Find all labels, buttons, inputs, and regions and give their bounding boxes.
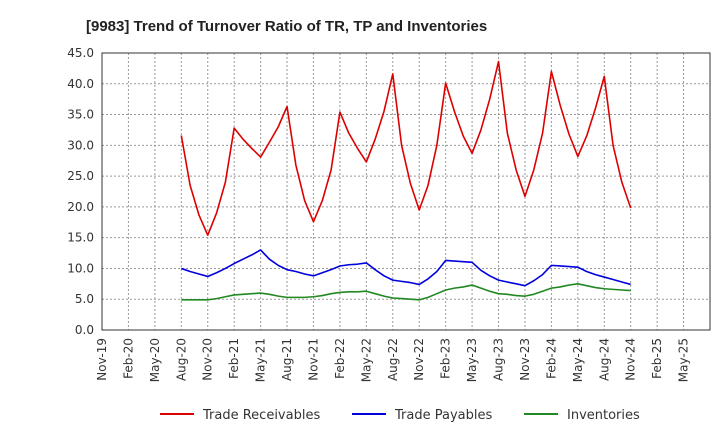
y-tick-label: 25.0 xyxy=(67,169,94,183)
x-tick-label: Nov-22 xyxy=(412,338,426,381)
x-tick-label: Aug-24 xyxy=(597,338,611,381)
legend-label-2: Inventories xyxy=(567,408,640,423)
x-axis: Nov-19 Feb-20 May-20 Aug-20 Nov-20 Feb-21 May-… xyxy=(95,338,691,382)
x-tick-label: Aug-23 xyxy=(492,338,506,381)
x-tick-label: Aug-21 xyxy=(280,338,294,381)
series-line-0 xyxy=(180,60,632,236)
chart-title: [9983] Trend of Turnover Ratio of TR, TP… xyxy=(86,18,487,35)
legend-label-1: Trade Payables xyxy=(394,408,492,423)
x-tick-label: Nov-24 xyxy=(624,338,638,381)
x-tick-label: May-21 xyxy=(254,338,268,382)
x-tick-label: May-24 xyxy=(571,338,585,382)
x-tick-label: Feb-20 xyxy=(121,338,135,379)
y-tick-label: 30.0 xyxy=(67,138,94,152)
legend-label-0: Trade Receivables xyxy=(202,408,320,423)
series-lines xyxy=(180,60,632,301)
x-tick-label: May-25 xyxy=(677,338,691,382)
y-tick-label: 45.0 xyxy=(67,46,94,60)
x-tick-label: Aug-20 xyxy=(174,338,188,381)
y-tick-label: 20.0 xyxy=(67,200,94,214)
y-tick-label: 40.0 xyxy=(67,77,94,91)
y-axis: 0.0 5.0 10.0 15.0 20.0 25.0 30.0 35.0 40.0 45.0 xyxy=(67,46,94,337)
x-tick-label: Aug-22 xyxy=(386,338,400,381)
legend: Trade Receivables Trade Payables Inventori… xyxy=(160,408,640,423)
x-tick-label: Nov-23 xyxy=(518,338,532,381)
x-tick-label: Feb-23 xyxy=(439,338,453,379)
y-tick-label: 10.0 xyxy=(67,261,94,275)
x-tick-label: May-22 xyxy=(359,338,373,382)
x-tick-label: Nov-20 xyxy=(201,338,215,381)
grid xyxy=(101,52,710,331)
series-line-2 xyxy=(181,283,631,301)
y-tick-label: 35.0 xyxy=(67,108,94,122)
x-tick-label: May-23 xyxy=(465,338,479,382)
y-tick-label: 0.0 xyxy=(75,323,94,337)
x-tick-label: May-20 xyxy=(148,338,162,382)
plot-frame xyxy=(101,52,711,331)
x-tick-label: Feb-24 xyxy=(544,338,558,379)
y-tick-label: 15.0 xyxy=(67,231,94,245)
x-tick-label: Feb-22 xyxy=(333,338,347,379)
x-tick-label: Feb-21 xyxy=(227,338,241,379)
x-tick-label: Nov-19 xyxy=(95,338,109,381)
y-tick-label: 5.0 xyxy=(75,292,94,306)
series-line-1 xyxy=(181,249,631,287)
x-tick-label: Feb-25 xyxy=(650,338,664,379)
x-tick-label: Nov-21 xyxy=(306,338,320,381)
